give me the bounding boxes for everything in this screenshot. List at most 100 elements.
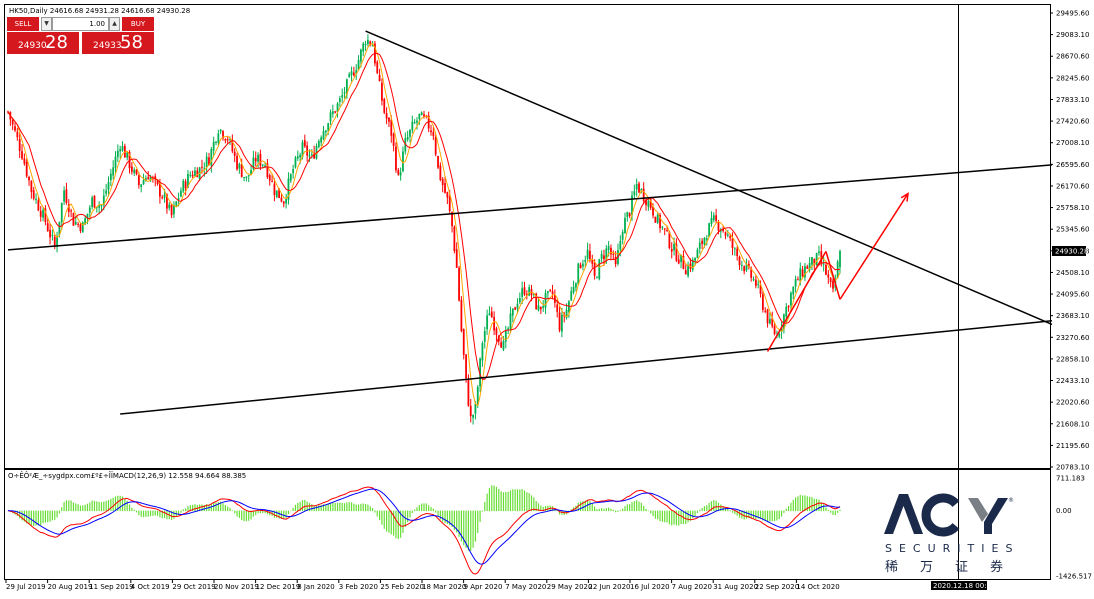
candle-body [773,326,776,335]
candle-body [285,198,288,204]
candle-body [794,279,797,287]
sell-price-box[interactable]: 24930 28 [7,32,79,54]
candle-body [624,217,626,234]
candle-body [705,238,708,240]
candle-body [813,258,816,265]
candle-body [184,181,187,189]
candle-body [575,283,577,288]
candle-body [187,173,189,188]
candle-body [542,305,545,308]
candle-body [825,264,827,275]
candle-body [126,152,129,158]
candle-body [528,287,531,296]
candle-body [161,197,164,199]
candle-body [729,236,732,238]
trendline-descending-resistance [365,30,1053,326]
candle-body [371,45,374,47]
candle-body [467,379,470,406]
candle-body [680,254,682,262]
candle-body [163,194,166,198]
candle-body [584,259,587,262]
candle-body [224,139,227,141]
candle-body [327,123,330,131]
candle-body [502,341,505,350]
candle-body [81,222,84,233]
candle-body [95,207,98,209]
candle-body [423,114,425,117]
candle-body [357,60,360,70]
time-tick-label: 20 Nov 2019 [214,583,259,591]
candle-body [558,312,561,331]
price-tick-label: 21195.60 [1056,442,1089,450]
candle-body [754,279,757,286]
candle-body [296,156,299,159]
candle-body [91,197,94,207]
candle-body [282,201,285,204]
candle-body [338,98,341,102]
candle-body [458,267,460,301]
candle-body [708,223,711,237]
price-tick-label: 28245.60 [1056,74,1089,82]
candle-body [488,313,491,316]
time-tick-label: 7 May 2020 [505,583,546,591]
lot-increase-arrow-icon[interactable]: ▲ [109,17,120,31]
candle-body [182,180,185,192]
candle-body [743,266,746,272]
candle-body [544,293,547,308]
price-tick-label: 24508.10 [1056,269,1089,277]
candle-body [731,238,734,248]
projection-arrowhead-icon [900,192,909,202]
time-tick-label: 20 Aug 2019 [48,583,93,591]
price-tick-label: 26595.60 [1056,161,1089,169]
candle-body [217,133,220,143]
candle-body [280,197,283,202]
candle-body [722,228,725,232]
candle-body [336,103,339,112]
lot-size-input[interactable]: 1.00 [52,17,109,31]
candle-body [694,257,697,261]
candle-body [757,284,760,286]
candle-body [453,226,456,252]
candle-body [733,248,736,250]
candle-body [416,120,418,123]
lot-decrease-arrow-icon[interactable]: ▼ [41,17,52,31]
acy-securities-logo: ® SECURITIES 稀万证券 [884,492,1014,575]
ma-slow-line [7,52,841,380]
candle-body [437,155,439,168]
candle-body [549,290,552,292]
candle-body [116,150,119,157]
one-click-trade-panel: SELL ▼ 1.00 ▲ BUY 24930 28 24933 58 [7,17,154,54]
candle-body [511,308,514,316]
candle-body [189,174,192,176]
candle-body [472,414,474,418]
candle-body [633,191,636,196]
candle-body [726,234,729,236]
time-tick-label: 22 Sep 2020 [755,583,799,591]
candle-body [121,146,124,151]
buy-price-box[interactable]: 24933 58 [82,32,154,54]
candle-body [738,256,741,266]
candle-body [247,175,250,177]
price-tick-label: 22020.60 [1056,399,1089,407]
candle-body [21,151,23,159]
candle-body [385,113,388,119]
candle-body [137,175,140,185]
candle-body [65,189,68,203]
candle-body [23,158,26,164]
candle-body [535,293,538,310]
candle-body [635,184,638,190]
candle-body [364,43,367,45]
macd-signal-line [7,488,841,565]
candle-body [783,314,785,330]
symbol-header: HK50,Daily 24616.68 24931.28 24616.68 24… [9,7,190,15]
macd-tick-label: -1426.517 [1056,573,1092,581]
candle-body [598,259,601,279]
candle-body [596,277,598,279]
candle-body [647,200,650,207]
sell-button[interactable]: SELL [7,17,39,31]
buy-button[interactable]: BUY [122,17,154,31]
candle-body [266,163,269,178]
candle-body [661,226,664,228]
candle-body [523,287,526,295]
candle-body [434,137,437,155]
